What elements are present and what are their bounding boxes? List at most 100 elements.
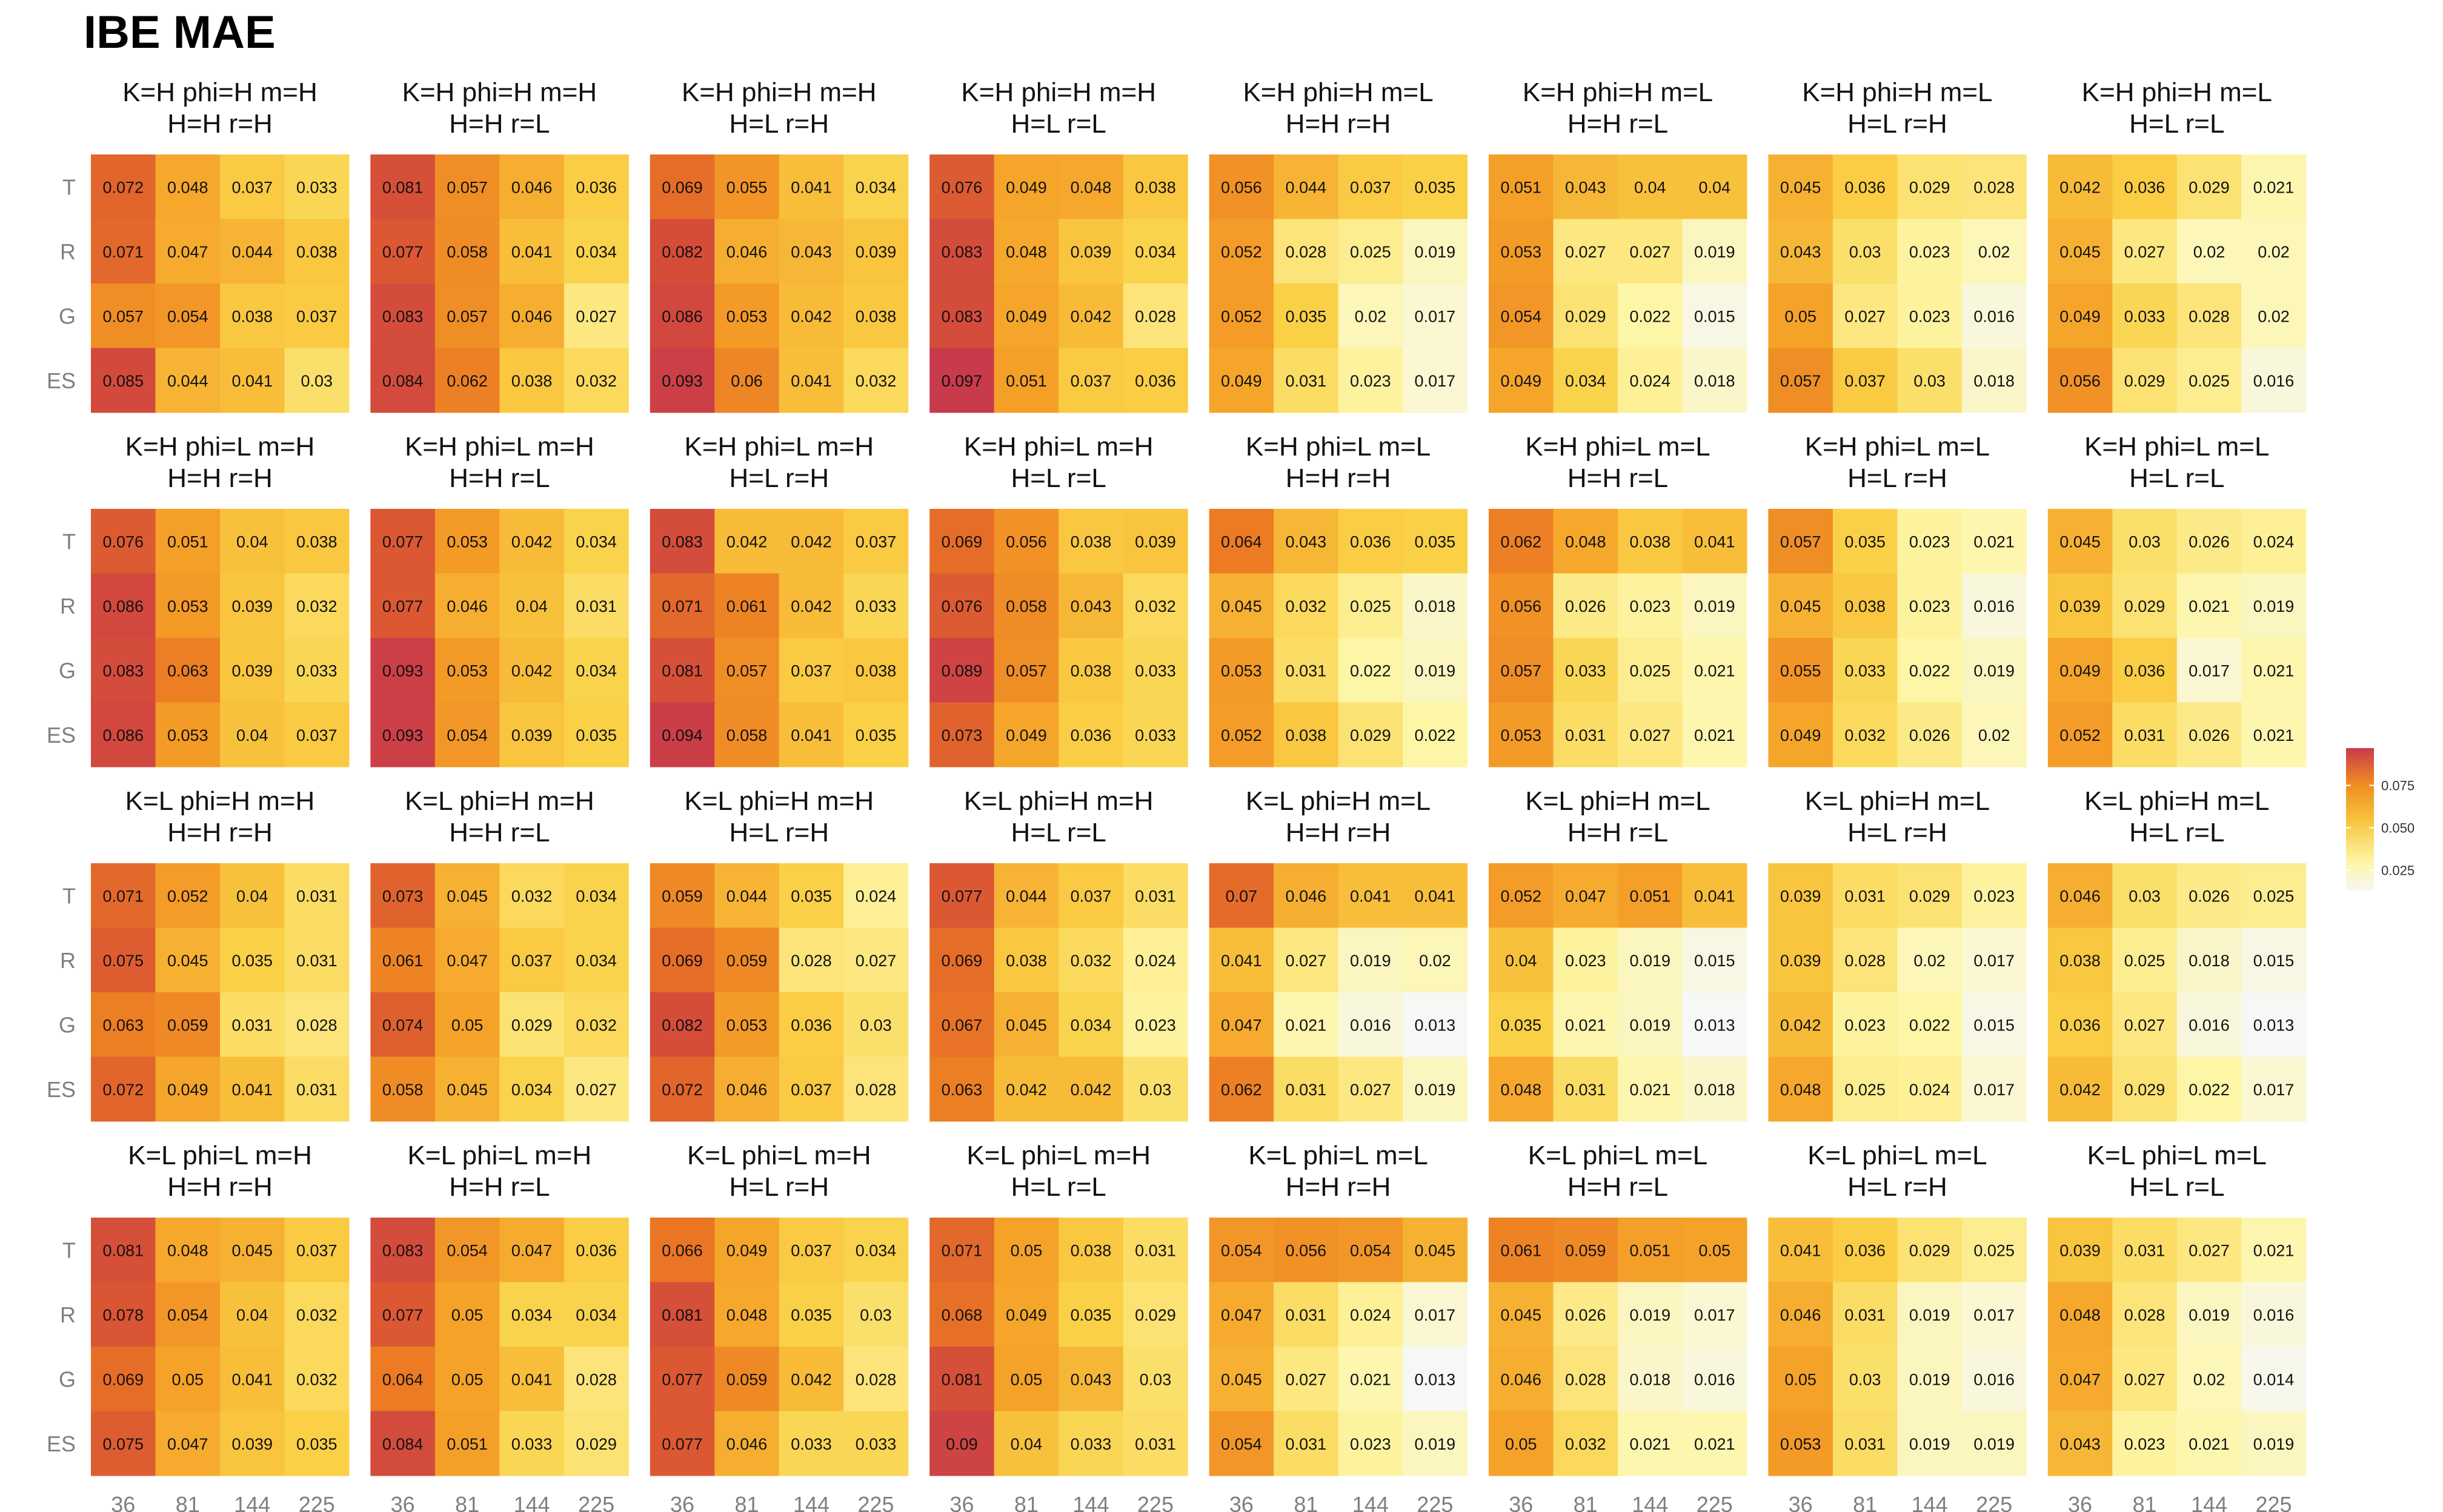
cell-value-label: 0.029	[1350, 726, 1391, 744]
cell-value-label: 0.025	[2124, 952, 2165, 970]
cell-value-label: 0.056	[2059, 372, 2101, 390]
cell-value-label: 0.038	[1071, 532, 1112, 551]
heatmap-cell	[929, 573, 995, 638]
cell-value-label: 0.019	[1694, 243, 1735, 261]
row-label: ES	[47, 723, 76, 748]
heatmap-cell	[1489, 154, 1554, 219]
cell-value-label: 0.029	[2124, 1081, 2165, 1099]
cell-value-label: 0.031	[1135, 1435, 1176, 1453]
column-label: 36	[1789, 1492, 1813, 1512]
cell-value-label: 0.038	[2059, 952, 2101, 970]
cell-value-label: 0.034	[576, 952, 617, 970]
cell-value-label: 0.023	[1629, 597, 1670, 615]
heatmap-cell	[2241, 284, 2307, 348]
cell-value-label: 0.037	[511, 952, 553, 970]
heatmap-cell	[714, 1347, 780, 1411]
cell-value-label: 0.026	[2189, 887, 2230, 905]
cell-value-label: 0.035	[1415, 532, 1456, 551]
cell-value-label: 0.054	[1221, 1241, 1262, 1259]
heatmap-cell	[929, 1347, 995, 1411]
cell-value-label: 0.031	[231, 1016, 273, 1034]
cell-value-label: 0.046	[511, 178, 553, 196]
cell-value-label: 0.016	[1350, 1016, 1391, 1034]
heatmap-cell	[284, 1411, 350, 1476]
heatmap-cell	[1123, 1347, 1188, 1411]
cell-value-label: 0.041	[791, 726, 832, 744]
cell-value-label: 0.025	[2253, 887, 2295, 905]
heatmap-cell	[1123, 284, 1188, 348]
cell-value-label: 0.072	[102, 178, 144, 196]
column-label: 144	[234, 1492, 270, 1512]
panel-title-line1: K=H phi=L m=L	[1805, 432, 1990, 462]
cell-value-label: 0.057	[1500, 662, 1541, 680]
cell-value-label: 0.049	[2059, 307, 2101, 325]
cell-value-label: 0.05	[451, 1016, 484, 1034]
cell-value-label: 0.093	[382, 662, 424, 680]
heatmap-cell	[220, 1411, 285, 1476]
heatmap-cell	[1618, 1218, 1683, 1282]
heatmap-cell	[91, 284, 156, 348]
heatmap-cell	[1489, 638, 1554, 703]
cell-value-label: 0.034	[856, 178, 897, 196]
heatmap-cell	[1209, 1347, 1274, 1411]
heatmap-cell	[499, 348, 565, 413]
heatmap-cell	[714, 509, 780, 574]
cell-value-label: 0.025	[1973, 1241, 2015, 1259]
cell-value-label: 0.062	[1500, 532, 1541, 551]
heatmap-cell	[1059, 154, 1124, 219]
cell-value-label: 0.034	[576, 1306, 617, 1324]
heatmap-cell	[370, 992, 436, 1057]
cell-value-label: 0.037	[231, 178, 273, 196]
heatmap-cell	[1338, 1347, 1403, 1411]
column-label: 81	[1574, 1492, 1598, 1512]
cell-value-label: 0.022	[1350, 662, 1391, 680]
heatmap-cell	[155, 284, 221, 348]
heatmap-cell	[1897, 1218, 1963, 1282]
heatmap-cell	[1059, 1411, 1124, 1476]
heatmap-cell	[650, 702, 715, 768]
heatmap-cell	[2241, 702, 2307, 768]
heatmap-panel: K=L phi=H m=HH=L r=H 0.059 0.044 0.035 0.024…	[650, 786, 909, 1122]
cell-value-label: 0.021	[2253, 662, 2295, 680]
cell-value-label: 0.023	[1909, 532, 1950, 551]
heatmap-cell	[2241, 348, 2307, 413]
cell-value-label: 0.03	[2129, 887, 2161, 905]
cell-value-label: 0.028	[1565, 1370, 1606, 1388]
cell-value-label: 0.033	[1071, 1435, 1112, 1453]
column-label: 36	[1509, 1492, 1533, 1512]
heatmap-cell	[1961, 863, 2027, 928]
cell-value-label: 0.044	[726, 887, 768, 905]
cell-value-label: 0.013	[2253, 1016, 2295, 1034]
heatmap-cell	[2176, 284, 2242, 348]
cell-value-label: 0.022	[1909, 1016, 1950, 1034]
column-label: 225	[1976, 1492, 2012, 1512]
cell-value-label: 0.041	[1350, 887, 1391, 905]
chart-title: IBE MAE	[84, 7, 276, 58]
heatmap-cell	[1489, 219, 1554, 284]
cell-value-label: 0.05	[1784, 1370, 1816, 1388]
cell-value-label: 0.043	[1071, 1370, 1112, 1388]
panel-title-line2: H=H r=H	[1286, 818, 1391, 847]
heatmap-cell	[1961, 219, 2027, 284]
cell-value-label: 0.049	[1006, 1306, 1047, 1324]
cell-value-label: 0.015	[1694, 952, 1735, 970]
heatmap-cell	[650, 219, 715, 284]
cell-value-label: 0.029	[2189, 178, 2230, 196]
heatmap-cell	[284, 863, 350, 928]
heatmap-cell	[1209, 1056, 1274, 1122]
heatmap-cell	[2047, 509, 2113, 574]
column-label: 81	[1014, 1492, 1039, 1512]
heatmap-cell	[434, 702, 500, 768]
column-label: 225	[1417, 1492, 1453, 1512]
heatmap-cell	[929, 219, 995, 284]
heatmap-cell	[1338, 863, 1403, 928]
heatmap-cell	[1274, 1347, 1339, 1411]
cell-value-label: 0.049	[2059, 662, 2101, 680]
heatmap-panel: K=H phi=L m=HH=H r=L 0.077 0.053 0.042 0.034…	[370, 432, 629, 768]
column-label: 81	[735, 1492, 759, 1512]
cell-value-label: 0.043	[791, 243, 832, 261]
cell-value-label: 0.047	[2059, 1370, 2101, 1388]
heatmap-cell	[1832, 348, 1898, 413]
cell-value-label: 0.038	[1135, 178, 1176, 196]
heatmap-cell	[1403, 1411, 1468, 1476]
